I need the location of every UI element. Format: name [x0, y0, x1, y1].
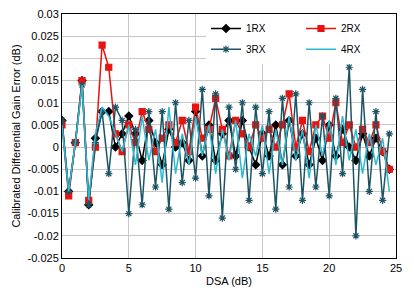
svg-text:1RX: 1RX [246, 23, 266, 34]
svg-text:2RX: 2RX [341, 23, 361, 34]
svg-text:-0.025: -0.025 [28, 252, 59, 264]
svg-text:0: 0 [53, 141, 59, 153]
svg-text:5: 5 [126, 262, 132, 274]
svg-text:0.015: 0.015 [31, 74, 59, 86]
svg-text:-0.005: -0.005 [28, 163, 59, 175]
svg-text:4RX: 4RX [341, 44, 361, 55]
svg-text:10: 10 [189, 262, 201, 274]
svg-text:0.03: 0.03 [37, 8, 58, 20]
svg-text:15: 15 [256, 262, 268, 274]
svg-text:DSA (dB): DSA (dB) [206, 275, 252, 287]
svg-text:3RX: 3RX [246, 44, 266, 55]
svg-text:0.025: 0.025 [31, 30, 59, 42]
svg-text:-0.015: -0.015 [28, 207, 59, 219]
svg-text:0: 0 [59, 262, 65, 274]
svg-text:-0.02: -0.02 [34, 230, 59, 242]
svg-text:20: 20 [323, 262, 335, 274]
svg-text:-0.01: -0.01 [34, 185, 59, 197]
svg-text:25: 25 [390, 262, 402, 274]
svg-text:0.02: 0.02 [37, 52, 58, 64]
svg-text:Calibrated Differential Gain E: Calibrated Differential Gain Error (dB) [10, 44, 22, 227]
svg-text:0.005: 0.005 [31, 119, 59, 131]
svg-text:0.01: 0.01 [37, 97, 58, 109]
